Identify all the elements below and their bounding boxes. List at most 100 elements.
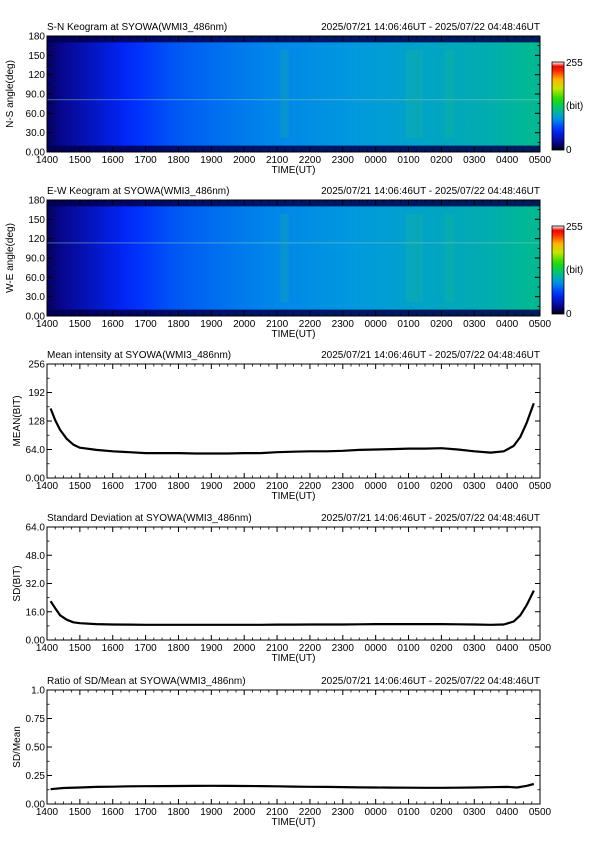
colorbar-min-label: 0 [566, 145, 572, 156]
x-axis-label: TIME(UT) [272, 817, 316, 828]
x-tick-label: 0100 [397, 807, 420, 818]
colorbar [551, 61, 565, 151]
panel-title: S-N Keogram at SYOWA(WMI3_486nm) [47, 22, 227, 33]
x-tick-label: 1900 [200, 807, 223, 818]
sn-keogram-panel: S-N Keogram at SYOWA(WMI3_486nm) 2025/07/… [5, 22, 583, 176]
colorbar-max-label: 255 [566, 222, 583, 233]
y-tick-label: 120 [28, 70, 45, 81]
x-tick-label: 2000 [233, 481, 256, 492]
y-tick-label: 0.00 [26, 474, 46, 485]
x-tick-label: 1600 [102, 481, 125, 492]
x-tick-label: 0100 [397, 319, 420, 330]
panel-title: Ratio of SD/Mean at SYOWA(WMI3_486nm) [47, 676, 246, 687]
x-tick-label: 2300 [332, 643, 355, 654]
y-tick-label: 64.0 [26, 445, 46, 456]
x-tick-label: 2200 [299, 319, 322, 330]
x-tick-label: 1900 [200, 481, 223, 492]
x-tick-label: 2000 [233, 643, 256, 654]
x-tick-label: 2100 [266, 319, 289, 330]
sd-mean-ratio-panel: Ratio of SD/Mean at SYOWA(WMI3_486nm) 202… [12, 676, 552, 828]
x-tick-label: 0000 [365, 643, 388, 654]
x-tick-label: 0000 [365, 319, 388, 330]
x-tick-label: 1800 [167, 481, 190, 492]
x-tick-label: 2200 [299, 481, 322, 492]
time-range: 2025/07/21 14:06:46UT - 2025/07/22 04:48… [321, 186, 540, 197]
y-tick-label: 60.0 [26, 109, 46, 120]
x-tick-label: 2200 [299, 155, 322, 166]
y-tick-label: 0.25 [26, 771, 46, 782]
panel-title: Mean intensity at SYOWA(WMI3_486nm) [47, 350, 231, 361]
x-tick-label: 1600 [102, 807, 125, 818]
x-tick-label: 2100 [266, 155, 289, 166]
x-tick-label: 2100 [266, 807, 289, 818]
x-tick-label: 1700 [134, 807, 157, 818]
y-tick-label: 150 [28, 51, 45, 62]
x-tick-label: 0300 [463, 155, 486, 166]
y-tick-label: 48.0 [26, 551, 46, 562]
keogram-brightening [444, 49, 455, 139]
x-tick-label: 0100 [397, 643, 420, 654]
x-tick-label: 1400 [36, 481, 59, 492]
y-tick-label: 90.0 [26, 90, 46, 101]
plot-frame [46, 526, 541, 641]
y-tick-label: 0.00 [26, 800, 46, 811]
y-tick-label: 180 [28, 196, 45, 207]
keogram-horizon-top [47, 200, 540, 207]
ew-keogram-panel: E-W Keogram at SYOWA(WMI3_486nm) 2025/07/… [5, 186, 583, 340]
x-tick-label: 2100 [266, 481, 289, 492]
keogram-brightening [444, 213, 455, 303]
x-tick-label: 1900 [200, 155, 223, 166]
x-axis-label: TIME(UT) [272, 329, 316, 340]
y-tick-label: 0.75 [26, 714, 46, 725]
x-tick-label: 1900 [200, 643, 223, 654]
x-tick-label: 1900 [200, 319, 223, 330]
x-tick-label: 2300 [332, 155, 355, 166]
series-line [49, 590, 535, 626]
x-tick-label: 2200 [299, 807, 322, 818]
x-tick-label: 1600 [102, 319, 125, 330]
keogram-image [47, 200, 540, 316]
y-axis-label: W-E angle(deg) [5, 223, 16, 293]
y-tick-label: 32.0 [26, 579, 46, 590]
keogram-brightening [280, 49, 289, 139]
y-tick-label: 128 [28, 417, 45, 428]
x-tick-label: 2000 [233, 807, 256, 818]
x-tick-label: 2300 [332, 319, 355, 330]
x-tick-label: 0400 [496, 643, 519, 654]
x-tick-label: 1700 [134, 155, 157, 166]
plot-frame [46, 363, 541, 479]
keogram-horizon-top [47, 36, 540, 43]
x-tick-label: 2100 [266, 643, 289, 654]
time-range: 2025/07/21 14:06:46UT - 2025/07/22 04:48… [321, 513, 540, 524]
x-tick-label: 2000 [233, 319, 256, 330]
x-tick-label: 0400 [496, 807, 519, 818]
x-tick-label: 1400 [36, 319, 59, 330]
panel-title: Standard Deviation at SYOWA(WMI3_486nm) [47, 513, 252, 524]
y-tick-label: 150 [28, 215, 45, 226]
plot-frame [46, 689, 541, 805]
y-tick-label: 16.0 [26, 607, 46, 618]
x-tick-label: 0200 [430, 481, 453, 492]
time-range: 2025/07/21 14:06:46UT - 2025/07/22 04:48… [321, 22, 540, 33]
x-tick-label: 0200 [430, 155, 453, 166]
x-tick-label: 0500 [529, 319, 552, 330]
y-tick-label: 256 [28, 360, 45, 371]
x-tick-label: 0400 [496, 319, 519, 330]
x-axis-label: TIME(UT) [272, 653, 316, 664]
x-tick-label: 1800 [167, 319, 190, 330]
keogram-brightening [405, 49, 424, 139]
standard-deviation-panel: Standard Deviation at SYOWA(WMI3_486nm) 2… [12, 513, 552, 664]
x-tick-label: 1700 [134, 643, 157, 654]
series-line [50, 782, 535, 791]
y-tick-label: 0.50 [26, 743, 46, 754]
x-axis-label: TIME(UT) [272, 165, 316, 176]
x-tick-label: 0200 [430, 807, 453, 818]
x-tick-label: 0100 [397, 481, 420, 492]
y-axis-label: N-S angle(deg) [5, 60, 16, 128]
x-tick-label: 0300 [463, 481, 486, 492]
x-tick-label: 0100 [397, 155, 420, 166]
x-tick-label: 0000 [365, 481, 388, 492]
x-tick-label: 0300 [463, 319, 486, 330]
y-tick-label: 30.0 [26, 128, 46, 139]
